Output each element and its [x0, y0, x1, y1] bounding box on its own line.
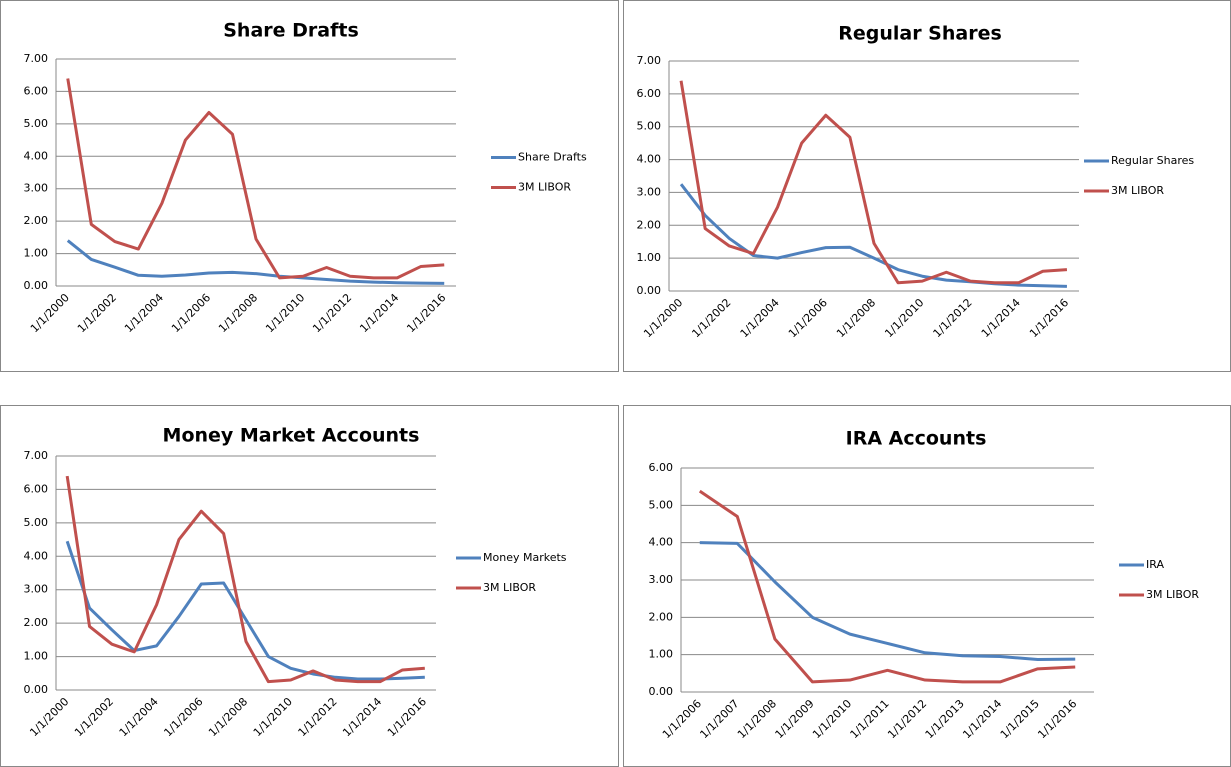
- x-tick-label: 1/1/2006: [786, 296, 830, 340]
- x-tick-label: 1/1/2000: [28, 291, 72, 335]
- legend-label: 3M LIBOR: [483, 581, 536, 594]
- x-tick-label: 1/1/2010: [263, 291, 307, 335]
- line: [66, 239, 445, 285]
- y-tick-label: 0.00: [637, 284, 662, 297]
- x-tick-label: 1/1/2010: [810, 697, 854, 741]
- x-tick-label: 1/1/2012: [885, 697, 929, 741]
- x-tick-label: 1/1/2008: [834, 296, 878, 340]
- panel: Regular Shares 0.00 1.00 2.00 3.00 4.00 5.00 6.…: [623, 0, 1231, 372]
- chart-title: Money Market Accounts: [163, 425, 420, 447]
- chart: IRA Accounts 0.00 1.00 2.00 3.00 4.00 5.00 6.00…: [649, 428, 1200, 742]
- line: [698, 489, 1076, 684]
- y-tick-label: 4.00: [637, 153, 662, 166]
- line: [699, 541, 1076, 662]
- legend-label: 3M LIBOR: [1146, 588, 1199, 601]
- x-tick-label: 1/1/2010: [251, 695, 295, 739]
- chart-title: Regular Shares: [838, 23, 1002, 45]
- y-tick-label: 1.00: [24, 650, 49, 663]
- chart: Share Drafts 0.00 1.00 2.00 3.00 4.00 5.00 6.00…: [24, 20, 587, 336]
- x-tick-label: 1/1/2012: [296, 695, 340, 739]
- x-tick-label: 1/1/2014: [979, 296, 1023, 340]
- y-tick-label: 7.00: [637, 54, 662, 67]
- x-tick-label: 1/1/2002: [75, 291, 119, 335]
- y-tick-label: 6.00: [24, 84, 49, 97]
- y-tick-label: 4.00: [649, 536, 674, 549]
- panel: Share Drafts 0.00 1.00 2.00 3.00 4.00 5.00 6.00…: [0, 0, 619, 372]
- y-tick-label: 6.00: [637, 87, 662, 100]
- y-tick-label: 3.00: [24, 583, 49, 596]
- y-tick-label: 5.00: [649, 498, 674, 511]
- x-tick-label: 1/1/2014: [357, 291, 401, 335]
- panel: IRA Accounts 0.00 1.00 2.00 3.00 4.00 5.00 6.00…: [623, 405, 1231, 767]
- y-tick-label: 2.00: [649, 610, 674, 623]
- x-tick-label: 1/1/2012: [931, 296, 975, 340]
- x-tick-label: 1/1/2015: [998, 697, 1042, 741]
- y-tick-label: 1.00: [24, 247, 49, 260]
- x-tick-label: 1/1/2000: [27, 695, 71, 739]
- x-tick-label: 1/1/2009: [773, 697, 817, 741]
- x-tick-label: 1/1/2006: [660, 697, 704, 741]
- x-tick-label: 1/1/2006: [161, 695, 205, 739]
- y-tick-label: 0.00: [649, 685, 674, 698]
- line: [679, 80, 1068, 285]
- x-tick-label: 1/1/2006: [169, 291, 213, 335]
- y-tick-label: 3.00: [637, 185, 662, 198]
- legend-label: 3M LIBOR: [1111, 184, 1164, 197]
- legend-label: IRA: [1146, 558, 1164, 571]
- x-tick-label: 1/1/2000: [641, 296, 685, 340]
- chart-title: IRA Accounts: [846, 428, 987, 450]
- legend-label: 3M LIBOR: [518, 181, 571, 194]
- panel: Money Market Accounts 0.00 1.00 2.00 3.00 4.0…: [0, 405, 619, 767]
- chart-title: Share Drafts: [223, 20, 359, 42]
- chart: Money Market Accounts 0.00 1.00 2.00 3.00 4.0…: [24, 425, 567, 740]
- x-tick-label: 1/1/2016: [1027, 296, 1071, 340]
- y-tick-label: 2.00: [24, 616, 49, 629]
- x-tick-label: 1/1/2010: [882, 296, 926, 340]
- x-tick-label: 1/1/2014: [960, 697, 1004, 741]
- y-tick-label: 7.00: [24, 52, 49, 65]
- x-tick-label: 1/1/2004: [738, 296, 782, 340]
- x-tick-label: 1/1/2004: [122, 291, 166, 335]
- line: [679, 183, 1067, 288]
- y-tick-label: 3.00: [24, 182, 49, 195]
- legend-label: Regular Shares: [1111, 154, 1194, 167]
- y-tick-label: 5.00: [24, 117, 49, 130]
- line: [65, 475, 425, 684]
- chart: Regular Shares 0.00 1.00 2.00 3.00 4.00 5.00 6.…: [637, 23, 1195, 341]
- y-tick-label: 0.00: [24, 279, 49, 292]
- y-tick-label: 6.00: [24, 482, 49, 495]
- y-tick-label: 7.00: [24, 449, 49, 462]
- x-tick-label: 1/1/2016: [404, 291, 448, 335]
- x-tick-label: 1/1/2008: [206, 695, 250, 739]
- x-tick-label: 1/1/2002: [689, 296, 733, 340]
- y-tick-label: 6.00: [649, 461, 674, 474]
- x-tick-label: 1/1/2014: [340, 695, 384, 739]
- y-tick-label: 0.00: [24, 683, 49, 696]
- line: [65, 540, 425, 681]
- line: [66, 78, 445, 280]
- x-tick-label: 1/1/2012: [310, 291, 354, 335]
- x-tick-label: 1/1/2007: [697, 697, 741, 741]
- x-tick-label: 1/1/2013: [923, 697, 967, 741]
- y-tick-label: 2.00: [24, 214, 49, 227]
- x-tick-label: 1/1/2011: [848, 697, 892, 741]
- y-tick-label: 4.00: [24, 549, 49, 562]
- y-tick-label: 4.00: [24, 149, 49, 162]
- y-tick-label: 5.00: [24, 516, 49, 529]
- y-tick-label: 5.00: [637, 120, 662, 133]
- y-tick-label: 1.00: [637, 251, 662, 264]
- y-tick-label: 2.00: [637, 218, 662, 231]
- y-tick-label: 1.00: [649, 648, 674, 661]
- x-tick-label: 1/1/2002: [72, 695, 116, 739]
- y-tick-label: 3.00: [649, 573, 674, 586]
- legend-label: Share Drafts: [518, 151, 587, 164]
- x-tick-label: 1/1/2004: [117, 695, 161, 739]
- x-tick-label: 1/1/2016: [1035, 697, 1079, 741]
- x-tick-label: 1/1/2016: [385, 695, 429, 739]
- x-tick-label: 1/1/2008: [216, 291, 260, 335]
- x-tick-label: 1/1/2008: [735, 697, 779, 741]
- legend-label: Money Markets: [483, 551, 567, 564]
